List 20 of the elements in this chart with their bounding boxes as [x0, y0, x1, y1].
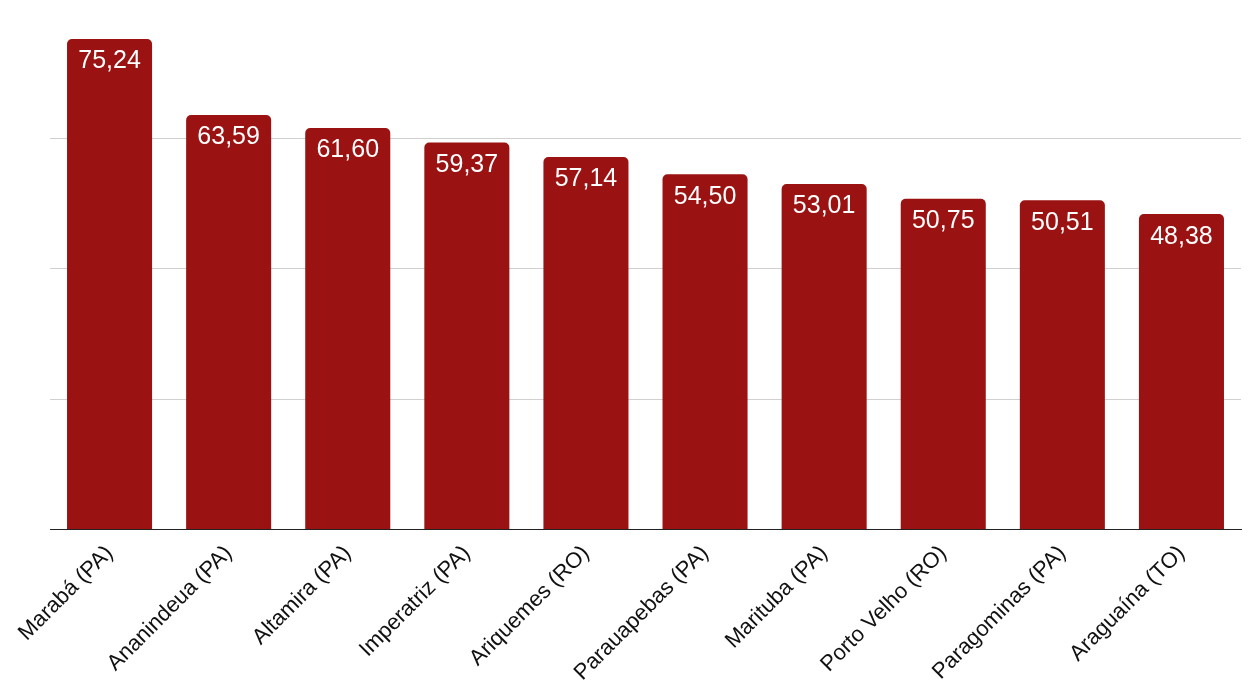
data-label: 54,50: [673, 180, 737, 209]
bar: [1019, 200, 1105, 529]
data-label: 75,24: [78, 45, 141, 74]
data-label: 59,37: [435, 148, 499, 177]
bar: [424, 142, 510, 529]
bar: [305, 127, 391, 529]
bar: [781, 183, 867, 529]
bar: [186, 114, 272, 529]
data-label: 50,75: [911, 205, 975, 234]
bar: [662, 174, 748, 529]
data-label: 48,38: [1150, 220, 1213, 249]
data-label: 53,01: [792, 190, 856, 219]
bar: [543, 157, 629, 529]
data-label: 63,59: [197, 121, 260, 150]
data-label: 57,14: [554, 163, 618, 192]
bar: [900, 198, 986, 529]
bar: [67, 39, 153, 529]
data-label: 61,60: [316, 134, 380, 163]
bar: [1138, 214, 1224, 529]
data-label: 50,51: [1031, 206, 1094, 235]
